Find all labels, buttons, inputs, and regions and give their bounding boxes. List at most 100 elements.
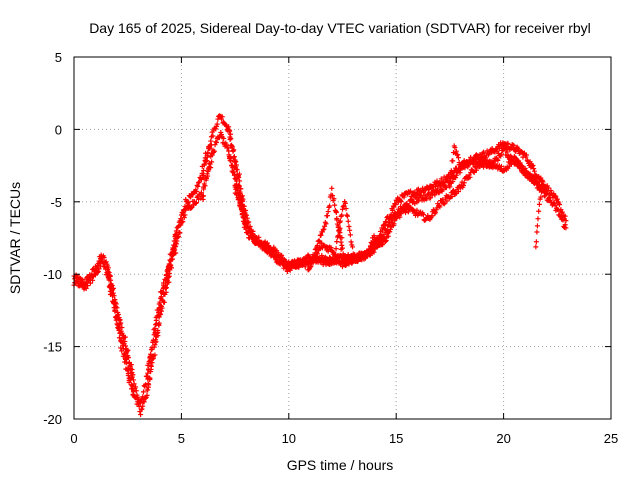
data-point-track-2: [158, 303, 164, 309]
data-point-spike-1: [329, 193, 335, 199]
data-point-track-1: [196, 180, 202, 186]
data-point-track-3: [393, 215, 399, 221]
data-point-spike-2: [345, 213, 351, 219]
data-point-spike-4: [457, 162, 463, 168]
data-point-track-1: [305, 252, 311, 258]
data-point-track-3: [246, 225, 252, 231]
data-point-track-1: [201, 167, 207, 173]
data-point-track-1: [213, 126, 219, 132]
data-point-track-3: [242, 212, 248, 218]
data-point-track-2: [213, 140, 219, 146]
data-point-track-3: [480, 162, 486, 168]
data-point-track-2: [122, 356, 128, 362]
data-point-spike-2: [347, 227, 353, 233]
data-point-spike-1: [327, 203, 333, 209]
data-point-spike-2: [333, 246, 339, 252]
data-point-track-2: [227, 155, 233, 161]
data-point-track-2: [150, 355, 156, 361]
data-point-track-3: [308, 263, 314, 269]
data-point-track-2: [83, 285, 89, 291]
data-point-track-1: [194, 182, 200, 188]
data-point-track-3: [441, 201, 447, 207]
y-tick-label: 0: [55, 122, 62, 137]
data-point-track-2: [186, 202, 192, 208]
data-point-track-3: [531, 176, 537, 182]
data-point-track-1: [153, 317, 159, 323]
data-point-track-2: [90, 277, 96, 283]
data-point-spike-3: [376, 242, 382, 248]
data-point-spike-4: [448, 168, 454, 174]
data-point-track-3: [249, 231, 255, 237]
data-point-track-1: [193, 189, 199, 195]
data-point-track-3: [365, 253, 371, 259]
data-point-track-3: [385, 233, 391, 239]
data-point-track-3: [358, 256, 364, 262]
data-point-spike-4: [448, 176, 454, 182]
data-point-track-3: [328, 245, 334, 251]
data-point-track-3: [391, 221, 397, 227]
data-point-track-1: [178, 216, 184, 222]
data-point-track-1: [306, 253, 312, 259]
data-point-track-3: [461, 182, 467, 188]
data-point-spike-1: [340, 245, 345, 251]
data-point-track-2: [225, 145, 231, 151]
data-point-track-2: [560, 217, 566, 223]
data-point-track-2: [232, 171, 238, 177]
data-point-track-1: [231, 147, 237, 153]
data-point-track-2: [156, 322, 162, 328]
data-point-track-1: [227, 136, 233, 142]
data-point-track-3: [241, 207, 247, 213]
data-point-track-3: [332, 251, 338, 257]
data-point-track-3: [498, 163, 504, 169]
data-point-track-1: [392, 202, 398, 208]
data-point-spike-1: [312, 252, 318, 258]
data-point-spike-1: [339, 242, 345, 248]
data-point-track-2: [112, 308, 118, 314]
data-point-track-1: [425, 186, 431, 192]
data-point-track-2: [183, 207, 189, 213]
data-point-track-2: [120, 341, 126, 347]
data-point-track-3: [440, 197, 446, 203]
data-point-track-2: [148, 366, 154, 372]
data-point-track-2: [99, 258, 105, 264]
data-point-track-1: [236, 171, 242, 177]
data-point-spike-1: [332, 202, 338, 208]
data-point-track-2: [457, 170, 463, 176]
data-point-track-3: [234, 188, 240, 194]
data-point-spike-1: [329, 185, 335, 191]
data-point-track-2: [151, 344, 157, 350]
data-point-track-2: [503, 147, 509, 153]
y-tick-label: -15: [43, 340, 62, 355]
data-point-track-2: [415, 198, 421, 204]
data-point-track-1: [210, 133, 216, 139]
data-point-track-3: [311, 258, 317, 264]
data-point-track-2: [95, 268, 101, 274]
data-point-track-2: [208, 165, 214, 171]
data-point-spike-5: [540, 185, 546, 191]
data-point-spike-5: [536, 208, 542, 214]
data-point-track-3: [314, 251, 320, 257]
data-point-track-3: [397, 214, 403, 220]
data-point-track-2: [114, 321, 120, 327]
data-point-track-1: [563, 218, 569, 224]
data-point-track-2: [176, 233, 182, 239]
data-point-spike-1: [314, 243, 320, 249]
data-point-track-2: [150, 356, 156, 362]
data-point-track-2: [87, 280, 93, 286]
data-point-track-2: [178, 222, 184, 228]
data-point-spike-2: [347, 232, 353, 238]
data-point-track-2: [209, 159, 215, 165]
data-point-track-3: [471, 169, 477, 175]
data-point-spike-1: [318, 232, 324, 238]
data-point-spike-1: [325, 209, 331, 215]
data-point-track-2: [100, 261, 106, 267]
data-point-track-1: [228, 131, 234, 137]
data-point-track-3: [486, 158, 492, 164]
data-point-spike-5: [533, 239, 539, 245]
data-point-track-2: [122, 353, 128, 359]
data-point-track-2: [453, 172, 459, 178]
data-point-spike-1: [317, 238, 323, 244]
data-point-track-2: [409, 196, 415, 202]
data-point-track-3: [382, 239, 388, 245]
y-axis-label: SDTVAR / TECUs: [7, 182, 23, 294]
